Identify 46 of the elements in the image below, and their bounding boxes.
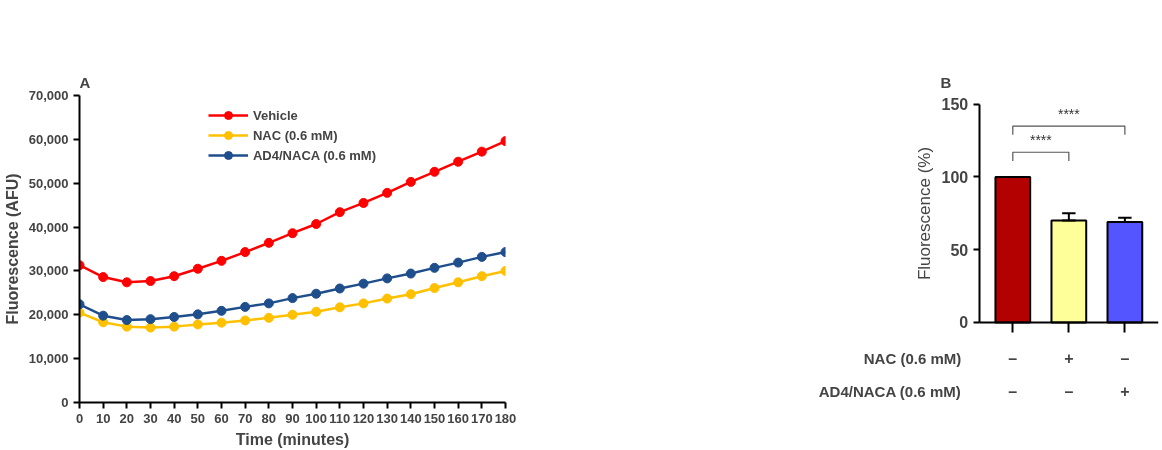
x-tick-label: 160 (447, 410, 470, 426)
x-tick-label: 90 (285, 410, 300, 426)
x-tick-label: – + (1120, 349, 1130, 401)
x-tick-label: – – (1008, 349, 1018, 400)
x-tick-label: 70 (237, 410, 253, 426)
chart-title: B (940, 73, 952, 91)
legend-label: AD4/NACA (0.6 mM) (252, 147, 377, 163)
x-tick-label: 130 (376, 410, 399, 426)
y-axis-title: Fluorescence (AFU) (3, 173, 21, 325)
annotation: **** (1057, 105, 1081, 122)
x-tick-label: 80 (261, 410, 277, 426)
x-tick-label: 120 (352, 410, 375, 426)
y-tick-label: 100 (941, 168, 969, 186)
y-tick-label: 30,000 (28, 263, 69, 279)
x-tick-label: 150 (423, 410, 446, 426)
x-tick-label: 140 (399, 410, 422, 426)
y-tick-label: 10,000 (28, 351, 69, 367)
x-tick-label: 180 (494, 410, 517, 426)
y-axis-title: Fluorescence (%) (914, 146, 934, 281)
text: NAC (0.6 mM) (863, 349, 962, 367)
y-tick-label: 150 (941, 96, 969, 114)
y-tick-label: 60,000 (28, 131, 69, 147)
text: AD4/NACA (0.6 mM) (818, 382, 961, 400)
y-tick-label: 70,000 (28, 88, 69, 103)
y-tick-label: 0 (61, 395, 69, 410)
x-tick-label: 110 (329, 410, 351, 426)
legend-label: Vehicle (252, 107, 298, 123)
x-tick-label: 30 (143, 410, 158, 426)
x-tick-label: 170 (470, 410, 493, 426)
annotation: **** (1029, 131, 1053, 148)
x-tick-label: 60 (214, 410, 229, 426)
x-tick-label: 20 (119, 410, 135, 426)
y-tick-label: 50,000 (28, 175, 69, 191)
x-tick-label: 10 (95, 410, 111, 426)
x-tick-label: 50 (190, 410, 206, 426)
y-tick-label: 50 (950, 241, 969, 259)
x-axis-title: Time (minutes) (235, 430, 350, 448)
y-tick-label: 0 (959, 314, 969, 332)
x-tick-label: 40 (166, 410, 182, 426)
y-tick-label: 20,000 (28, 307, 69, 323)
x-tick-label: 100 (305, 410, 328, 426)
x-tick-label: + – (1064, 350, 1074, 400)
y-tick-label: 40,000 (28, 219, 69, 235)
chart-title: A (79, 73, 91, 91)
legend-label: NAC (0.6 mM) (252, 127, 338, 143)
x-tick-label: 0 (75, 410, 84, 426)
